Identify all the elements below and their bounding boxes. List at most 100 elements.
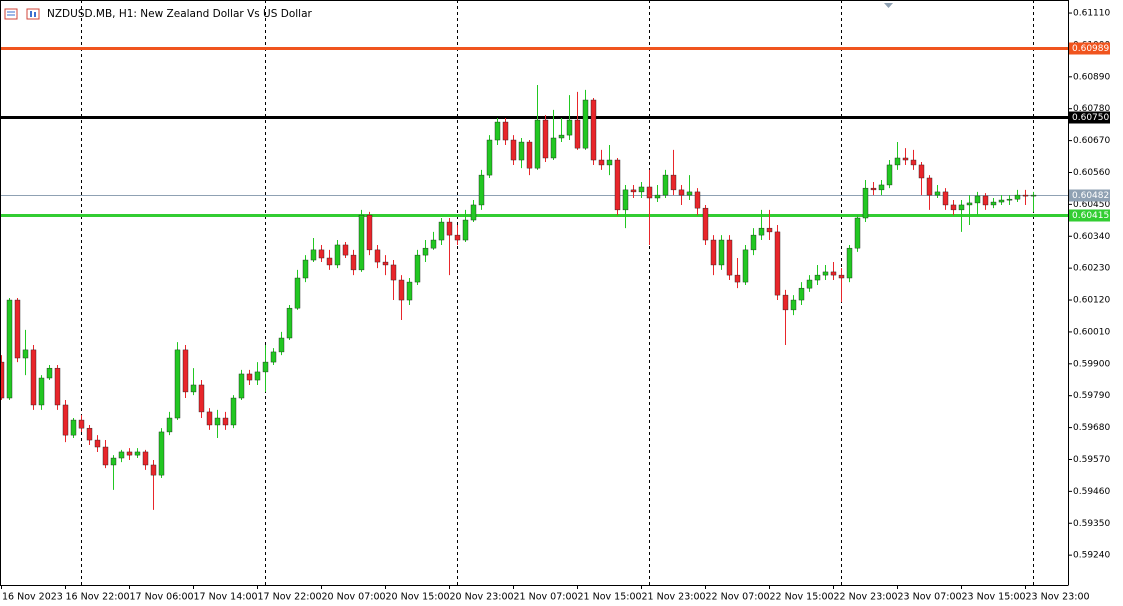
period-separators — [81, 0, 1034, 585]
candle-body — [510, 139, 517, 161]
candle-body — [926, 177, 933, 196]
candle-body — [30, 349, 37, 406]
candle-body — [526, 141, 533, 169]
candle-body — [462, 219, 469, 241]
candle-body — [662, 174, 669, 196]
icon — [30, 11, 32, 17]
x-tick-label: 17 Nov 22:00 — [258, 592, 322, 603]
candle-body — [798, 287, 805, 301]
title-icons — [4, 8, 40, 20]
icon — [4, 8, 18, 20]
candle-body — [974, 195, 981, 204]
candle-body — [86, 427, 93, 441]
candle-body — [454, 234, 461, 241]
candle-body — [182, 349, 189, 393]
candle-body — [854, 217, 861, 249]
candle-body — [790, 299, 797, 311]
price-level-label: 0.60482 — [1072, 191, 1109, 201]
x-tick-label: 23 Nov 07:00 — [898, 592, 962, 603]
candle-body — [22, 349, 29, 359]
price-level-label: 0.60750 — [1072, 113, 1109, 123]
candle-body — [342, 244, 349, 256]
candle-body — [918, 164, 925, 179]
candle-body — [422, 247, 429, 256]
candle-body — [502, 121, 509, 141]
candle-body — [166, 417, 173, 433]
y-tick-label: 0.59900 — [1073, 359, 1110, 369]
x-tick-label: 22 Nov 23:00 — [834, 592, 898, 603]
candle-body — [726, 239, 733, 276]
candle-body — [814, 274, 821, 281]
candle-body — [998, 199, 1005, 203]
candle-body — [630, 189, 637, 193]
price-level-label: 0.60989 — [1072, 44, 1109, 54]
icon — [34, 12, 36, 17]
candle-body — [382, 261, 389, 266]
candle-body — [14, 299, 21, 359]
candle-body — [286, 307, 293, 339]
price-level-tag — [1069, 42, 1110, 55]
candle-body — [238, 373, 245, 399]
candle-body — [470, 204, 477, 221]
y-tick-label: 0.59460 — [1073, 487, 1110, 497]
x-tick-label: 17 Nov 14:00 — [194, 592, 258, 603]
candle-body — [886, 164, 893, 186]
y-tick-label: 0.60670 — [1073, 136, 1110, 146]
candle-body — [1030, 194, 1037, 197]
y-tick-label: 0.60560 — [1073, 168, 1110, 178]
y-tick-label: 0.60230 — [1073, 264, 1110, 274]
candle-body — [0, 361, 5, 399]
candle-body — [806, 279, 813, 289]
candle-body — [310, 249, 317, 261]
candle-body — [126, 451, 133, 456]
candle-body — [1022, 194, 1029, 197]
x-tick-label: 22 Nov 07:00 — [706, 592, 770, 603]
x-tick-label: 20 Nov 23:00 — [450, 592, 514, 603]
y-tick-label: 0.59240 — [1073, 551, 1110, 561]
y-tick-label: 0.61110 — [1073, 9, 1110, 19]
icon — [26, 8, 40, 20]
y-tick-label: 0.60120 — [1073, 296, 1110, 306]
candle-body — [94, 439, 101, 448]
candle-body — [374, 249, 381, 263]
candle-body — [430, 239, 437, 249]
x-tick-label: 16 Nov 2023 — [2, 592, 63, 603]
candle-body — [350, 254, 357, 271]
candle-body — [694, 191, 701, 209]
candle-body — [742, 249, 749, 283]
y-tick-label: 0.59790 — [1073, 391, 1110, 401]
candle-body — [214, 417, 221, 426]
x-tick-label: 20 Nov 07:00 — [322, 592, 386, 603]
candle-body — [1006, 198, 1013, 201]
candle-body — [478, 174, 485, 206]
candle-body — [134, 451, 141, 456]
candle-body — [294, 277, 301, 309]
candle-body — [590, 99, 597, 161]
x-tick-label: 21 Nov 23:00 — [642, 592, 706, 603]
candle-body — [262, 361, 269, 373]
candle-body — [102, 446, 109, 466]
candle-body — [110, 457, 117, 466]
candle-body — [390, 264, 397, 281]
candle-body — [958, 204, 965, 211]
candle-body — [246, 373, 253, 381]
candle-body — [934, 191, 941, 196]
candle-body — [1014, 194, 1021, 200]
candle-body — [334, 244, 341, 266]
price-level-tag — [1069, 209, 1110, 222]
candle-body — [646, 186, 653, 199]
candle-body — [758, 227, 765, 236]
x-tick-label: 17 Nov 06:00 — [130, 592, 194, 603]
candle-body — [654, 194, 661, 199]
y-tick-label: 0.60010 — [1073, 327, 1110, 337]
candle-body — [902, 157, 909, 161]
candle-body — [566, 119, 573, 136]
candle-body — [622, 189, 629, 211]
candle-body — [838, 274, 845, 279]
candle-body — [734, 274, 741, 283]
candle-body — [150, 464, 157, 476]
candle-body — [38, 377, 45, 406]
y-tick-label: 0.59680 — [1073, 423, 1110, 433]
candle-body — [550, 137, 557, 159]
candle-body — [198, 384, 205, 413]
